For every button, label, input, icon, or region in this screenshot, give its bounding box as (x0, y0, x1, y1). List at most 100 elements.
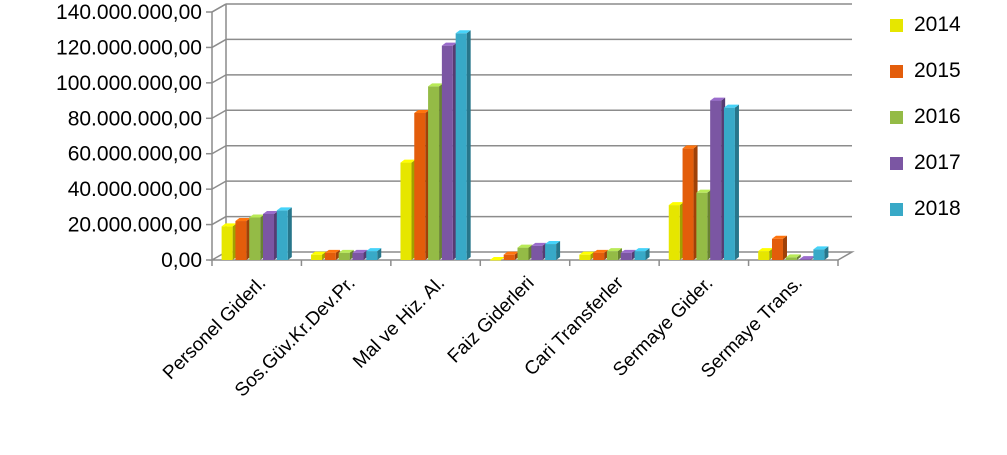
legend-swatch (890, 19, 903, 32)
bar (414, 109, 430, 260)
bar-top (593, 249, 609, 253)
bar-front (668, 205, 680, 260)
bar-front (263, 213, 275, 260)
y-tick-label: 20.000.000,00 (68, 214, 202, 237)
bar (545, 241, 561, 260)
bar-front (352, 252, 364, 260)
bar (668, 202, 684, 260)
bar (813, 246, 829, 260)
bar-top (723, 104, 739, 108)
bar (441, 42, 457, 261)
bar (593, 249, 609, 260)
bar (338, 249, 354, 260)
bar-front (249, 217, 261, 260)
y-axis-tick-labels: 0,00 20.000.000,00 40.000.000,00 60.000.000… (56, 1, 202, 272)
bar (400, 159, 416, 260)
gridline-depth (211, 215, 227, 226)
bar-top (428, 83, 444, 87)
bar (758, 248, 774, 260)
bar-side (782, 235, 787, 260)
y-tick-label: 140.000.000,00 (56, 1, 202, 24)
bar-top (668, 202, 684, 206)
bar-front (455, 33, 467, 260)
bars (221, 30, 829, 261)
top-depth-edge (211, 3, 227, 13)
bar-front (682, 148, 694, 260)
legend-label: 2018 (914, 197, 961, 220)
gridline-depth (211, 145, 227, 155)
bar-front (723, 107, 735, 261)
bar-side (645, 248, 650, 260)
bar-front (813, 249, 825, 260)
bar-side (466, 30, 471, 261)
bar-front (710, 100, 722, 260)
bar-top (813, 246, 829, 250)
bar-front (545, 244, 557, 260)
bar-top (221, 223, 237, 227)
legend-label: 2017 (914, 151, 961, 174)
x-category-label: Faiz Giderleri (444, 273, 539, 368)
bar-front (503, 254, 515, 260)
bar-front (517, 247, 529, 260)
bar-top (400, 159, 416, 163)
bar (785, 254, 801, 260)
bar-front (324, 252, 336, 260)
bar-front (634, 251, 646, 260)
bar-front (771, 238, 783, 260)
legend-swatch (890, 111, 903, 124)
legend-label: 2014 (914, 13, 961, 36)
bar (710, 97, 726, 260)
bar-top (620, 249, 636, 253)
bar-front (276, 210, 288, 260)
y-tick-label: 80.000.000,00 (68, 107, 202, 130)
bar-side (796, 254, 801, 260)
bar-front (338, 252, 350, 260)
bar (235, 218, 251, 260)
bar-top (634, 248, 650, 252)
bar-top (682, 145, 698, 149)
legend-swatch (890, 157, 903, 170)
bar-front (221, 226, 233, 260)
bar-top (517, 244, 533, 248)
bar-top (785, 254, 801, 258)
bar-top (338, 249, 354, 253)
x-axis-category-labels: Personel Giderl.Sos.Güv.Kr.Dev.Pr.Mal ve… (159, 272, 807, 401)
bar (620, 249, 636, 260)
bar-top (366, 248, 382, 252)
bar (634, 248, 650, 260)
bar (723, 104, 739, 261)
bar (682, 145, 698, 260)
bar-top (276, 207, 292, 211)
bar-top (235, 218, 251, 222)
bar-side (824, 246, 829, 260)
bar-side (287, 207, 292, 260)
bar-top (545, 241, 561, 245)
bar-top (311, 251, 327, 255)
bar (366, 248, 382, 260)
bar-front (414, 112, 426, 260)
bar (531, 242, 547, 260)
bar-top (489, 257, 505, 260)
bar-top (441, 42, 457, 46)
bar-front (696, 192, 708, 260)
bar-top (249, 214, 265, 218)
bar-top (414, 109, 430, 113)
bar (517, 244, 533, 260)
bar (455, 30, 471, 261)
bar (276, 207, 292, 260)
legend-label: 2016 (914, 105, 961, 128)
bar-front (489, 260, 501, 261)
bar-top (324, 249, 340, 253)
bar-side (734, 104, 739, 261)
bar-side (377, 248, 382, 260)
bar (263, 210, 279, 260)
bar-top (710, 97, 726, 101)
gridline-depth (211, 180, 227, 190)
bar-front (579, 254, 591, 260)
legend-item: 2017 (890, 151, 961, 174)
bar-top (579, 251, 595, 255)
gridline-depth (211, 109, 227, 119)
bar (489, 257, 505, 261)
bar-front (531, 245, 543, 260)
